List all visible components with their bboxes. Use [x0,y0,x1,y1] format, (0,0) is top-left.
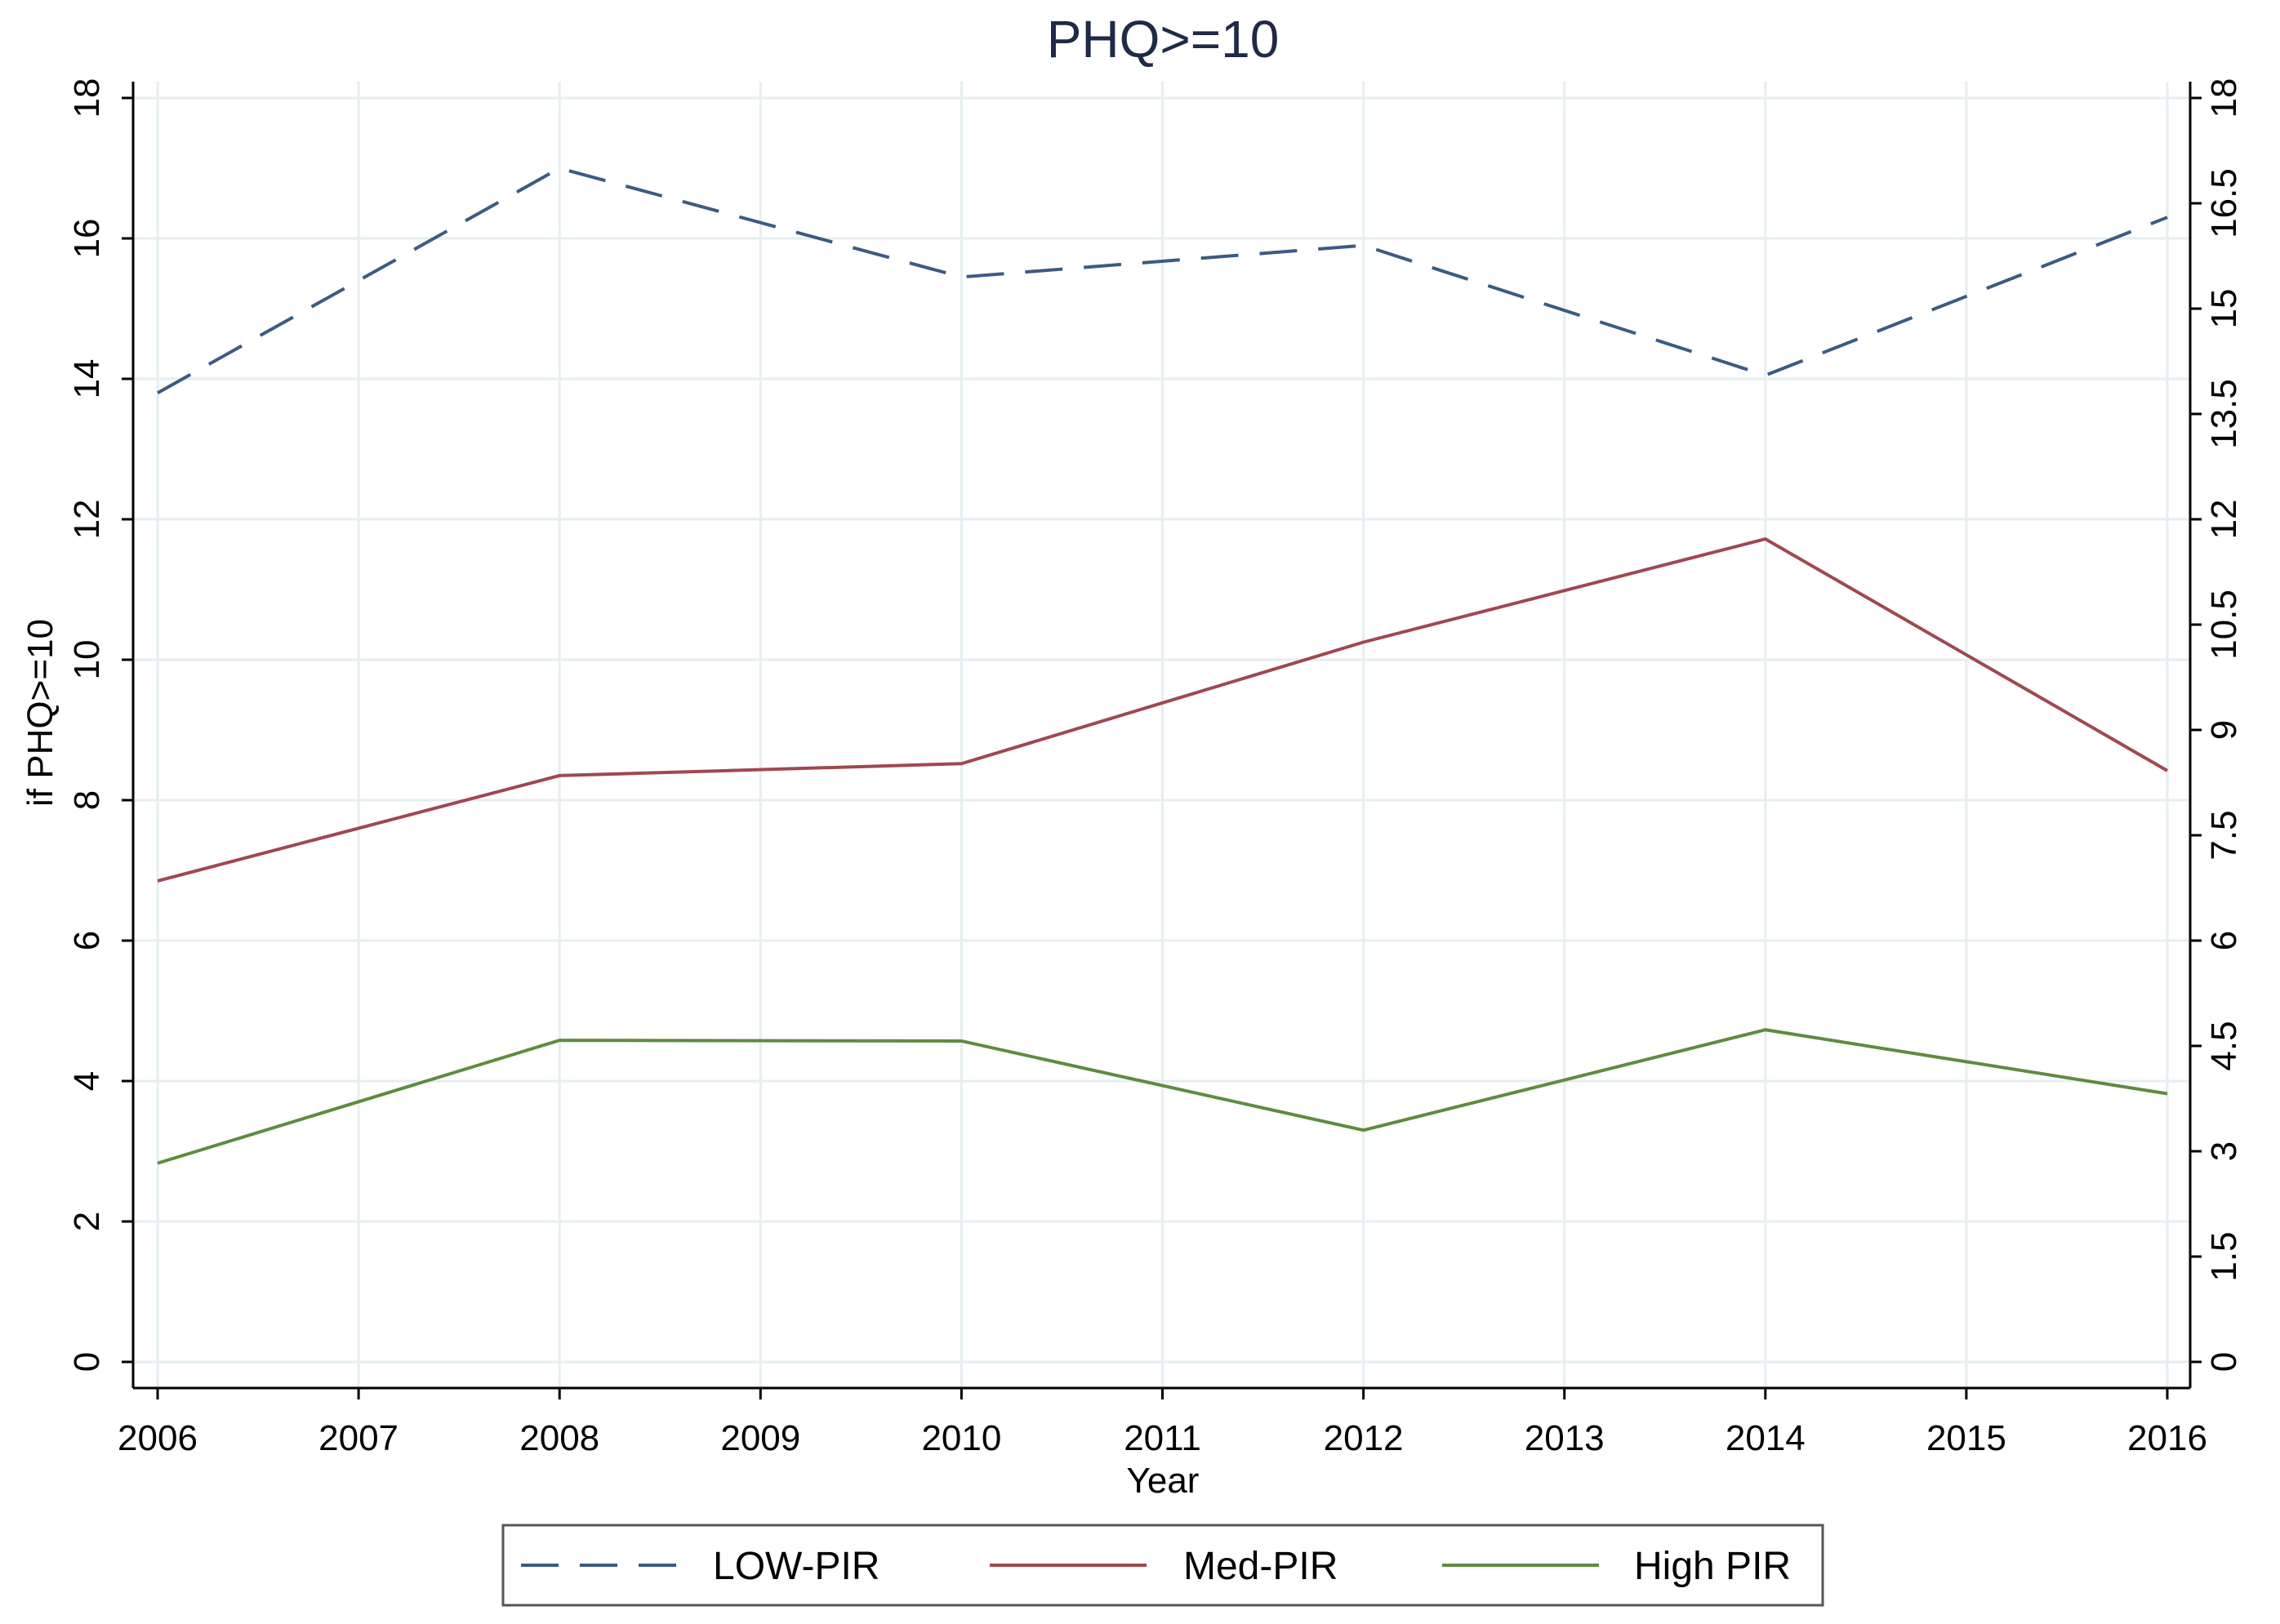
legend-box [501,1524,1824,1607]
x-tick-label-2016: 2016 [2127,1418,2207,1458]
x-tick-label-2007: 2007 [318,1418,399,1458]
chart-title: PHQ>=10 [1047,10,1280,69]
y-right-tick-label-10.5: 10.5 [2204,590,2244,660]
y-left-tick-label-2: 2 [67,1212,107,1231]
y-right-tick-label-15: 15 [2204,289,2244,329]
series-line-high-pir [157,1028,2168,1165]
y-left-tick-label-16: 16 [67,219,107,259]
legend: LOW-PIR Med-PIR High PIR [501,1524,1824,1607]
y-left-tick-label-12: 12 [67,500,107,540]
y-left-tick-label-8: 8 [67,790,107,810]
x-tick-label-2013: 2013 [1525,1418,1605,1458]
y-axis-title: if PHQ>=10 [20,619,60,807]
x-tick-label-2011: 2011 [1124,1418,1201,1458]
y-left-tick-label-14: 14 [67,359,107,399]
y-left-tick-label-18: 18 [67,78,107,118]
y-right-tick-label-3: 3 [2204,1141,2244,1161]
y-left-tick-label-0: 0 [67,1352,107,1372]
series-layer [157,166,2168,1165]
y-left-tick-label-10: 10 [67,640,107,680]
legend-label-med-pir: Med-PIR [1183,1545,1338,1588]
x-tick-label-2008: 2008 [519,1418,599,1458]
series-line-low-pir [157,166,2168,394]
x-tick-label-2006: 2006 [118,1418,198,1458]
y-right-tick-label-12: 12 [2204,500,2244,540]
y-right-tick-label-18: 18 [2204,78,2244,118]
y-left-tick-label-4: 4 [67,1071,107,1091]
legend-label-low-pir: LOW-PIR [713,1545,879,1588]
y-right-tick-label-16.5: 16.5 [2204,168,2244,238]
x-axis-title: Year [1127,1461,1200,1501]
y-right-tick-label-0: 0 [2204,1352,2244,1372]
x-tick-label-2009: 2009 [720,1418,800,1458]
x-tick-label-2015: 2015 [1926,1418,2006,1458]
y-right-tick-label-1.5: 1.5 [2204,1231,2244,1281]
y-right-tick-label-9: 9 [2204,720,2244,740]
y-right-tick-label-6: 6 [2204,931,2244,950]
legend-label-high-pir: High PIR [1634,1545,1791,1588]
x-tick-label-2012: 2012 [1324,1418,1404,1458]
series-line-med-pir [157,536,2168,883]
y-right-tick-label-4.5: 4.5 [2204,1021,2244,1070]
x-tick-label-2014: 2014 [1726,1418,1806,1458]
axes: 2006 2007 2008 2009 2010 2011 2012 2013 2014 2015… [67,78,2244,1458]
x-tick-label-2010: 2010 [921,1418,1001,1458]
grid [133,82,2190,1388]
y-right-tick-label-7.5: 7.5 [2204,810,2244,860]
y-right-tick-label-13.5: 13.5 [2204,379,2244,449]
y-left-tick-label-6: 6 [67,931,107,950]
